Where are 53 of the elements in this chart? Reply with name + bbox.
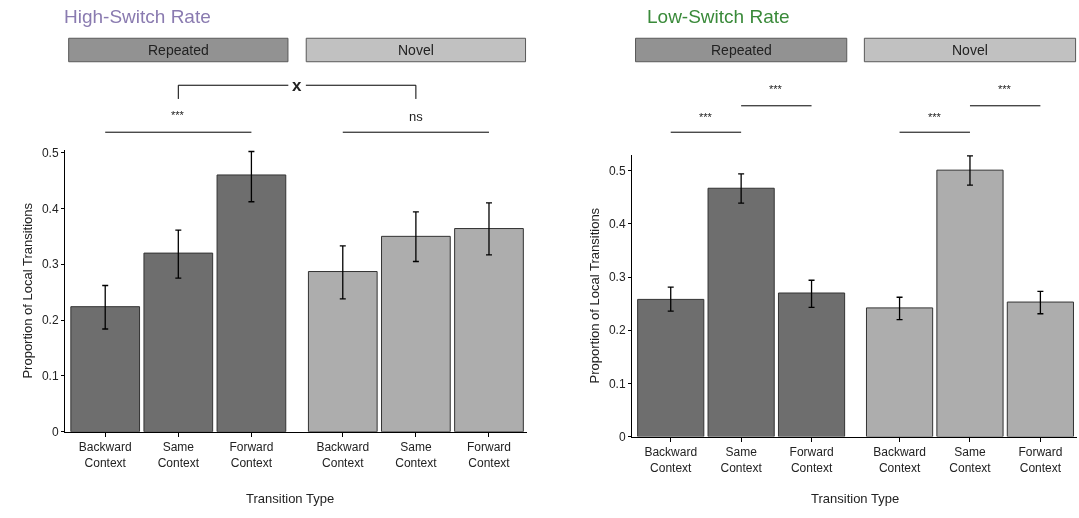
x-tick-label: Backward Context xyxy=(316,440,370,470)
bar xyxy=(216,174,287,432)
x-tick-label: Same Context xyxy=(949,445,992,475)
y-tick-label: 0.1 xyxy=(41,369,59,384)
y-tick-label: 0.2 xyxy=(41,313,59,328)
chart-title: Low-Switch Rate xyxy=(647,6,790,27)
x-tick-label: Forward Context xyxy=(1018,445,1063,475)
chart-title: High-Switch Rate xyxy=(64,6,211,27)
text: ns xyxy=(409,109,424,124)
y-tick-label: 0.5 xyxy=(608,163,626,178)
y-tick-label: 0 xyxy=(51,424,59,439)
text: Repeated xyxy=(711,42,772,58)
text: *** xyxy=(769,83,783,95)
x-tick-label: Forward Context xyxy=(229,440,274,470)
text: *** xyxy=(928,111,942,123)
y-axis-title: Proportion of Local Transitions xyxy=(586,207,602,384)
bar xyxy=(777,292,846,437)
text: *** xyxy=(699,111,713,123)
x-axis-title: Transition Type xyxy=(811,491,900,506)
y-tick-label: 0.3 xyxy=(608,270,626,285)
bar xyxy=(307,271,378,432)
bar xyxy=(381,235,451,432)
bar xyxy=(454,228,524,432)
bar xyxy=(707,187,775,437)
text: Novel xyxy=(398,42,434,58)
x-tick-label: Forward Context xyxy=(789,445,834,475)
x-tick-label: Same Context xyxy=(720,445,763,475)
x-tick-label: Same Context xyxy=(157,440,200,470)
x-tick-label: Backward Context xyxy=(78,440,132,470)
bar xyxy=(143,252,214,432)
text: Novel xyxy=(952,42,988,58)
y-tick-label: 0.5 xyxy=(41,145,59,160)
x-tick-label: Backward Context xyxy=(644,445,698,475)
text: *** xyxy=(171,109,185,121)
x-axis-title: Transition Type xyxy=(246,491,335,506)
text: *** xyxy=(998,83,1012,95)
bar xyxy=(1006,301,1074,437)
text: x xyxy=(292,76,302,95)
y-axis-title: Proportion of Local Transitions xyxy=(19,202,35,379)
bar xyxy=(637,298,705,437)
x-tick-label: Forward Context xyxy=(466,440,511,470)
x-tick-label: Backward Context xyxy=(873,445,926,475)
y-tick-label: 0.3 xyxy=(41,257,59,272)
bar xyxy=(936,169,1004,437)
y-tick-label: 0.4 xyxy=(608,217,626,232)
x-tick-label: Same Context xyxy=(395,440,438,470)
y-tick-label: 0 xyxy=(618,429,626,444)
y-tick-label: 0.1 xyxy=(608,376,626,391)
y-tick-label: 0.2 xyxy=(608,323,626,338)
bar xyxy=(865,307,934,437)
y-tick-label: 0.4 xyxy=(41,201,59,216)
text: Repeated xyxy=(148,42,209,58)
bar xyxy=(70,306,141,432)
